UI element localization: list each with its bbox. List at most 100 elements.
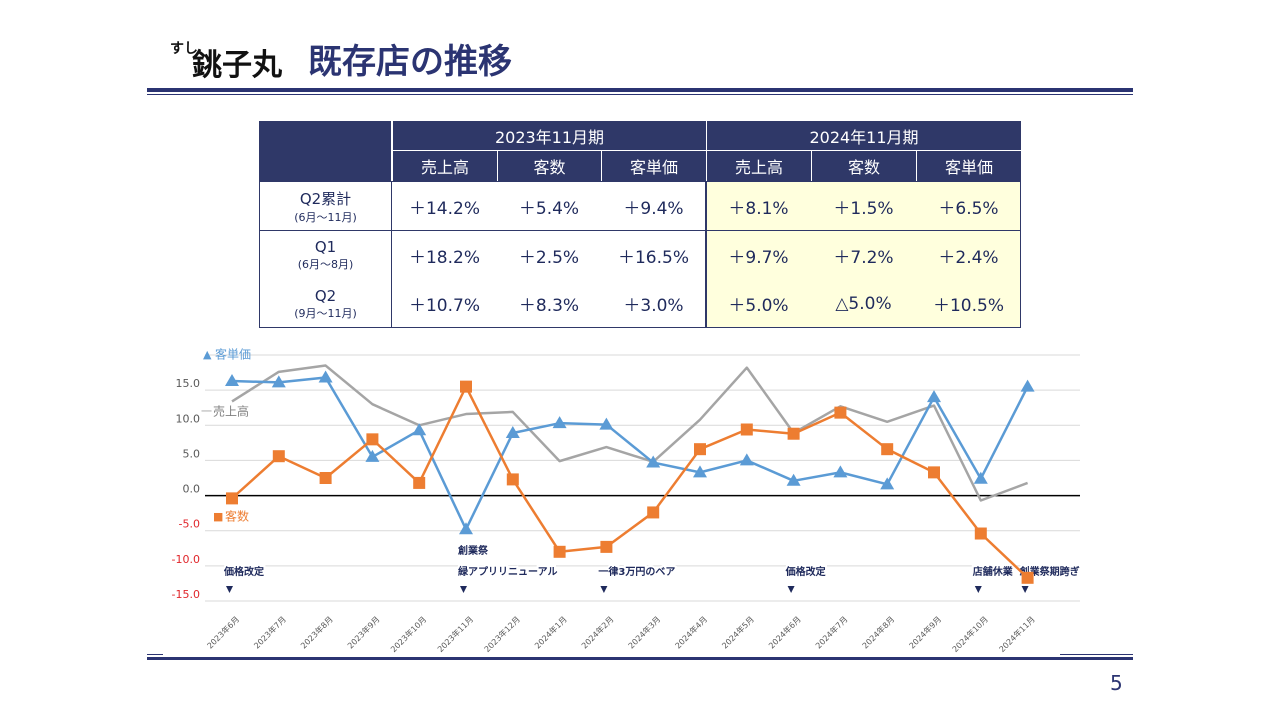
legend-symbol: ▲: [203, 348, 212, 361]
table-head-bg: [259, 121, 1021, 181]
x-tick-label: 2024年1月: [532, 614, 568, 650]
table-cell: ＋2.4%: [938, 247, 999, 268]
table-cell: ＋6.5%: [938, 198, 999, 219]
table-cell: ＋8.3%: [518, 296, 580, 316]
y-tick-label: -10.0: [172, 553, 200, 566]
marker: [787, 427, 800, 440]
marker: [506, 473, 519, 486]
x-tick-label: 2024年4月: [673, 614, 709, 650]
page-number: 5: [1110, 671, 1123, 695]
table-cell: ＋3.0%: [623, 296, 684, 316]
annotation: 価格改定: [223, 565, 264, 578]
table-cell: ＋1.5%: [833, 198, 894, 219]
table-cell: ＋5.4%: [518, 198, 580, 219]
x-tick-label: 2023年9月: [345, 614, 381, 650]
table-cell: ＋2.5%: [518, 247, 580, 268]
table-cell: ＋18.2%: [408, 247, 480, 268]
annotation-arrow: [460, 586, 467, 593]
table-head-corner: [259, 121, 392, 181]
row-header: Q2累計 (6月～11月): [259, 181, 392, 231]
marker: [1020, 379, 1035, 392]
x-tick-label: 2023年12月: [482, 614, 522, 654]
column-header: 客単価: [601, 151, 706, 181]
marker: [272, 450, 285, 463]
x-tick-label: 2024年10月: [950, 614, 990, 654]
table-cell: ＋7.2%: [833, 247, 894, 268]
marker: [834, 406, 847, 419]
x-tick-label: 2024年6月: [766, 614, 802, 650]
yellow-bg: [706, 181, 1021, 328]
table-divider: [705, 181, 707, 328]
x-tick-label: 2023年10月: [388, 614, 428, 654]
marker: [1021, 571, 1034, 584]
table-cell: ＋14.2%: [408, 198, 480, 219]
marker: [413, 476, 426, 489]
x-tick-label: 2024年5月: [720, 614, 756, 650]
marker: [881, 443, 894, 456]
row-sublabel: (6月～8月): [297, 258, 354, 271]
marker: [739, 453, 754, 466]
header-rule: [147, 88, 1133, 92]
x-tick-label: 2023年7月: [252, 614, 288, 650]
annotation-arrow: [974, 586, 982, 593]
table-divider: [391, 181, 392, 328]
row-header: Q1 (6月～8月): [259, 231, 392, 279]
table-cell: ＋9.4%: [623, 198, 684, 219]
legend-label: 客単価: [215, 347, 251, 362]
marker: [647, 506, 660, 519]
table-cell: ＋10.7%: [408, 296, 480, 316]
marker: [412, 423, 427, 436]
column-header: 売上高: [392, 151, 497, 181]
x-tick-label: 2024年7月: [813, 614, 849, 650]
annotation: 価格改定: [785, 565, 826, 578]
marker: [553, 545, 566, 558]
footer-rule: [1060, 654, 1133, 655]
y-tick-label: -15.0: [172, 588, 200, 601]
series-line: [231, 364, 1029, 502]
table-cell: ＋16.5%: [617, 247, 689, 268]
x-tick-label: 2024年11月: [997, 614, 1037, 654]
table-cell: ＋8.1%: [728, 198, 789, 219]
y-tick-label: 0.0: [183, 483, 201, 496]
y-tick-label: 10.0: [176, 412, 201, 425]
legend-symbol: ■: [213, 510, 223, 523]
x-tick-label: 2023年8月: [298, 614, 334, 650]
annotation: 一律3万円のベア: [598, 565, 675, 578]
table-cell: ＋5.0%: [728, 296, 789, 316]
annotation-arrow: [600, 586, 608, 593]
marker: [505, 426, 520, 439]
x-tick-label: 2024年2月: [579, 614, 615, 650]
series-line: [231, 385, 1029, 579]
column-header: 客数: [811, 151, 916, 181]
marker: [599, 417, 614, 430]
marker: [928, 466, 940, 479]
marker: [927, 390, 941, 403]
marker: [833, 465, 848, 478]
table-cell: ＋9.7%: [728, 247, 789, 268]
row-label: Q1: [314, 238, 337, 256]
annotation: 緑アプリリニューアル: [458, 565, 558, 578]
x-tick-label: 2023年6月: [205, 614, 241, 650]
marker: [880, 477, 895, 490]
column-header: 客数: [497, 151, 601, 181]
annotation-arrow: [787, 586, 795, 593]
marker: [366, 433, 379, 446]
footer-rule: [147, 654, 163, 655]
legend-label: 客数: [225, 509, 249, 524]
table-box: [259, 181, 1021, 231]
footer-rule: [147, 657, 1133, 660]
marker: [786, 473, 801, 486]
y-tick-label: -5.0: [179, 518, 200, 531]
group-header: 2024年11月期: [706, 121, 1021, 151]
table-cell: △5.0%: [835, 293, 892, 314]
marker: [319, 472, 332, 484]
marker: [271, 375, 286, 388]
row-sublabel: (6月～11月): [294, 210, 357, 224]
marker: [693, 465, 707, 478]
x-tick-label: 2023年11月: [435, 614, 475, 654]
table-box: [259, 231, 1021, 328]
marker: [226, 492, 238, 505]
column-header: 客単価: [916, 151, 1021, 181]
slide-title: 既存店の推移: [308, 42, 512, 82]
